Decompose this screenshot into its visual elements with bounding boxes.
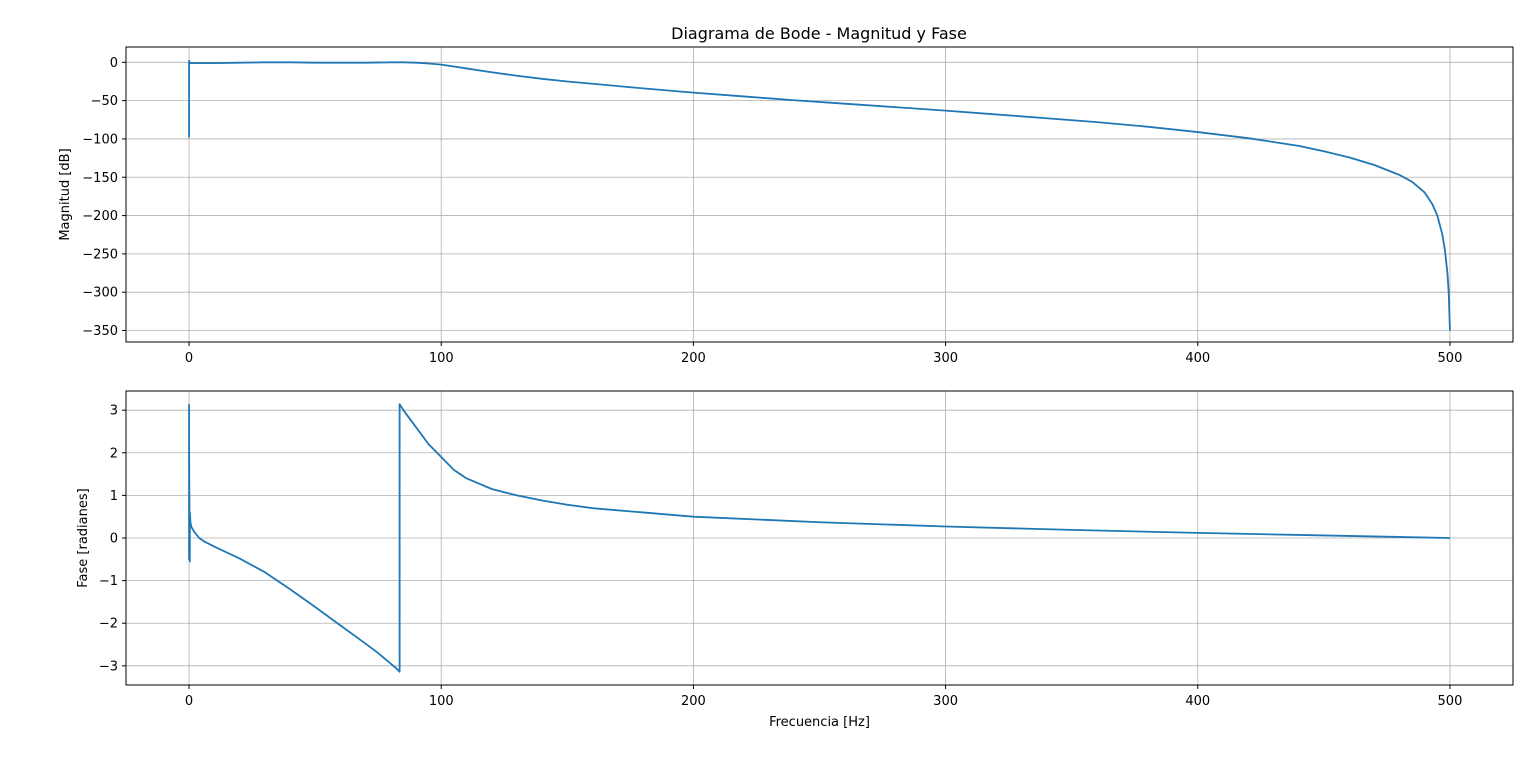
phase-xtick-label: 0 — [185, 694, 193, 709]
figure-title: Diagrama de Bode - Magnitud y Fase — [671, 24, 967, 43]
magnitude-xtick-label: 100 — [429, 351, 454, 366]
magnitude-ytick-label: −100 — [82, 132, 118, 147]
magnitude-ytick-label: 0 — [110, 56, 118, 71]
magnitude-ytick-label: −50 — [91, 94, 118, 109]
magnitude-xtick-label: 300 — [933, 351, 958, 366]
phase-series-line — [188, 403, 1450, 673]
magnitude-series-line — [188, 59, 1451, 331]
magnitude-axes: 0 100 200 300 400 500 0 −50 −100 −150 −200 −250 −300… — [58, 46, 1514, 366]
phase-ytick-label: 1 — [110, 489, 118, 504]
magnitude-xtick-label: 500 — [1438, 351, 1463, 366]
magnitude-ytick-label: −250 — [82, 247, 118, 262]
phase-ytick-label: −2 — [99, 617, 118, 632]
magnitude-xtick-label: 0 — [185, 351, 193, 366]
magnitude-plot-frame — [125, 46, 1514, 343]
magnitude-ytick-label: −350 — [82, 324, 118, 339]
phase-xlabel: Frecuencia [Hz] — [769, 715, 870, 730]
magnitude-ytick-label: −150 — [82, 171, 118, 186]
phase-axes: 0 100 200 300 400 500 3 2 1 0 −1 −2 −3 Fase [radianes… — [76, 390, 1514, 730]
magnitude-ylabel: Magnitud [dB] — [58, 148, 73, 240]
phase-xtick-label: 400 — [1185, 694, 1210, 709]
magnitude-ytick-label: −200 — [82, 209, 118, 224]
phase-xtick-label: 100 — [429, 694, 454, 709]
phase-xtick-label: 300 — [933, 694, 958, 709]
magnitude-xtick-label: 400 — [1185, 351, 1210, 366]
phase-xtick-label: 500 — [1438, 694, 1463, 709]
phase-ytick-label: 0 — [110, 532, 118, 547]
phase-ytick-label: −1 — [99, 574, 118, 589]
phase-xtick-label: 200 — [681, 694, 706, 709]
phase-ytick-label: −3 — [99, 659, 118, 674]
phase-ylabel: Fase [radianes] — [76, 488, 91, 587]
magnitude-xtick-label: 200 — [681, 351, 706, 366]
magnitude-ytick-label: −300 — [82, 286, 118, 301]
phase-ytick-label: 2 — [110, 446, 118, 461]
phase-ytick-label: 3 — [110, 404, 118, 419]
